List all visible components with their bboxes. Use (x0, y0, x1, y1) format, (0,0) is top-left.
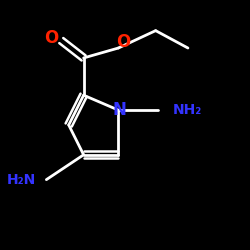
Text: O: O (116, 33, 130, 51)
Text: N: N (113, 101, 126, 119)
Text: NH₂: NH₂ (173, 103, 202, 117)
Text: H₂N: H₂N (7, 173, 36, 187)
Text: O: O (44, 29, 59, 47)
